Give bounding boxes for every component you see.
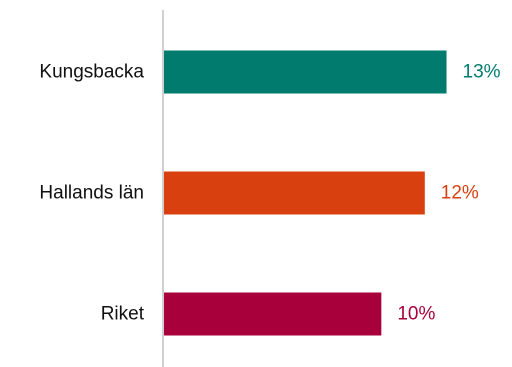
category-label-0: Kungsbacka: [39, 62, 144, 83]
value-labels-group: 13% 12% 10%: [397, 62, 500, 325]
category-label-1: Hallands län: [39, 183, 144, 204]
value-label-1: 12%: [441, 183, 479, 204]
value-label-2: 10%: [397, 304, 435, 325]
value-label-0: 13%: [463, 62, 501, 83]
bar-0: [164, 50, 447, 94]
bar-1: [164, 171, 425, 215]
bars-group: [164, 50, 447, 336]
category-labels-group: Kungsbacka Hallands län Riket: [39, 62, 144, 325]
bar-2: [164, 292, 382, 336]
category-label-2: Riket: [101, 304, 145, 325]
